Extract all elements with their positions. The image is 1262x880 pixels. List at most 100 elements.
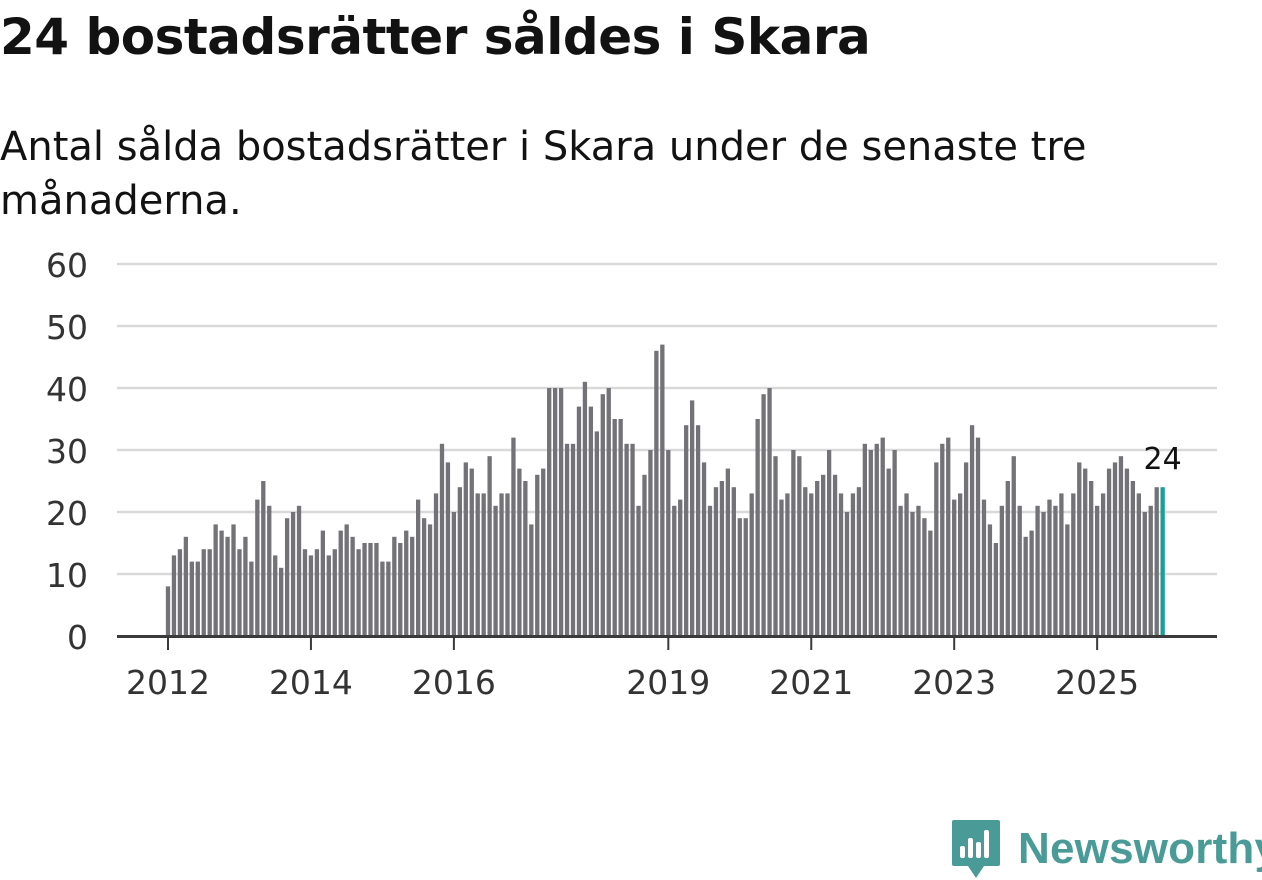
bar xyxy=(1077,462,1082,636)
bar xyxy=(958,493,963,636)
x-tick-label: 2021 xyxy=(769,663,853,702)
bar xyxy=(207,549,212,636)
bar xyxy=(189,561,194,636)
bar xyxy=(541,468,546,636)
bar xyxy=(463,462,468,636)
bar xyxy=(529,524,534,636)
bar xyxy=(237,549,242,636)
bar xyxy=(475,493,480,636)
bar xyxy=(225,536,230,636)
bar xyxy=(195,561,200,636)
bar xyxy=(797,456,802,636)
y-tick-label: 40 xyxy=(46,370,88,409)
bar xyxy=(868,450,873,636)
bar xyxy=(910,512,915,636)
x-tick-label: 2014 xyxy=(269,663,353,702)
x-tick-label: 2023 xyxy=(912,663,996,702)
bar xyxy=(392,536,397,636)
bar xyxy=(731,487,736,636)
bar xyxy=(654,350,659,636)
bar xyxy=(898,505,903,636)
bar xyxy=(1124,468,1130,636)
bar xyxy=(624,443,629,636)
bar xyxy=(1142,512,1147,636)
bar xyxy=(1154,487,1159,636)
x-tick-label: 2016 xyxy=(412,663,496,702)
bar xyxy=(344,524,349,636)
bar xyxy=(547,388,552,636)
bar xyxy=(630,443,635,636)
x-axis-tick-labels: 2012 2014 2016 2019 2021 2023 2025 xyxy=(126,636,1139,702)
bar xyxy=(284,518,290,636)
bar xyxy=(952,499,957,636)
y-tick-label: 50 xyxy=(46,308,88,347)
bar xyxy=(993,543,999,636)
bar xyxy=(916,505,921,636)
bar xyxy=(535,474,540,636)
bar xyxy=(213,524,218,636)
bar xyxy=(368,543,373,636)
bar xyxy=(815,481,820,636)
bar xyxy=(701,462,707,636)
bar xyxy=(719,481,725,636)
bar xyxy=(612,419,617,636)
bar xyxy=(749,493,754,636)
bar xyxy=(374,543,379,636)
y-tick-label: 10 xyxy=(46,556,88,595)
bar xyxy=(445,462,451,636)
bar xyxy=(493,505,498,636)
bar xyxy=(928,530,933,636)
bar xyxy=(177,549,183,636)
latest-value-label: 24 xyxy=(1144,442,1182,477)
bar xyxy=(433,493,439,636)
bar xyxy=(320,530,326,636)
bar xyxy=(904,493,909,636)
bar xyxy=(1083,468,1088,636)
bar xyxy=(326,555,331,636)
bar xyxy=(803,487,808,636)
bar xyxy=(404,530,409,636)
bar xyxy=(588,406,594,636)
x-tick-label: 2019 xyxy=(626,663,710,702)
bar xyxy=(636,505,641,636)
bar xyxy=(791,450,796,636)
y-tick-label: 60 xyxy=(46,246,88,285)
bar xyxy=(1112,462,1118,636)
bar xyxy=(1100,493,1106,636)
bar xyxy=(469,468,474,636)
bar xyxy=(886,468,891,636)
bar xyxy=(255,499,260,636)
bar xyxy=(1023,536,1028,636)
bar xyxy=(290,512,296,636)
bar xyxy=(416,499,421,636)
bar xyxy=(427,524,433,636)
bar xyxy=(302,549,308,636)
bar xyxy=(1071,493,1076,636)
x-tick-label: 2012 xyxy=(126,663,210,702)
bar xyxy=(273,555,278,636)
y-axis-tick-labels: 0 10 20 30 40 50 60 xyxy=(46,246,88,657)
bar xyxy=(940,443,945,636)
bar xyxy=(1136,493,1141,636)
bar xyxy=(570,443,576,636)
bar xyxy=(737,518,742,636)
bar xyxy=(517,468,522,636)
bar xyxy=(672,505,677,636)
bar xyxy=(642,474,647,636)
bar xyxy=(439,443,445,636)
bar xyxy=(499,493,504,636)
bar xyxy=(850,493,856,636)
bar xyxy=(338,530,343,636)
bar xyxy=(999,505,1004,636)
bar xyxy=(678,499,683,636)
bar xyxy=(356,549,361,636)
chart-subtitle: Antal sålda bostadsrätter i Skara under … xyxy=(0,124,1087,224)
bar xyxy=(695,425,701,636)
bar xyxy=(511,437,516,636)
bar xyxy=(767,388,772,636)
bar xyxy=(1053,505,1058,636)
bar xyxy=(576,406,582,636)
bar xyxy=(1065,524,1070,636)
bar xyxy=(183,536,189,636)
bar xyxy=(874,443,879,636)
